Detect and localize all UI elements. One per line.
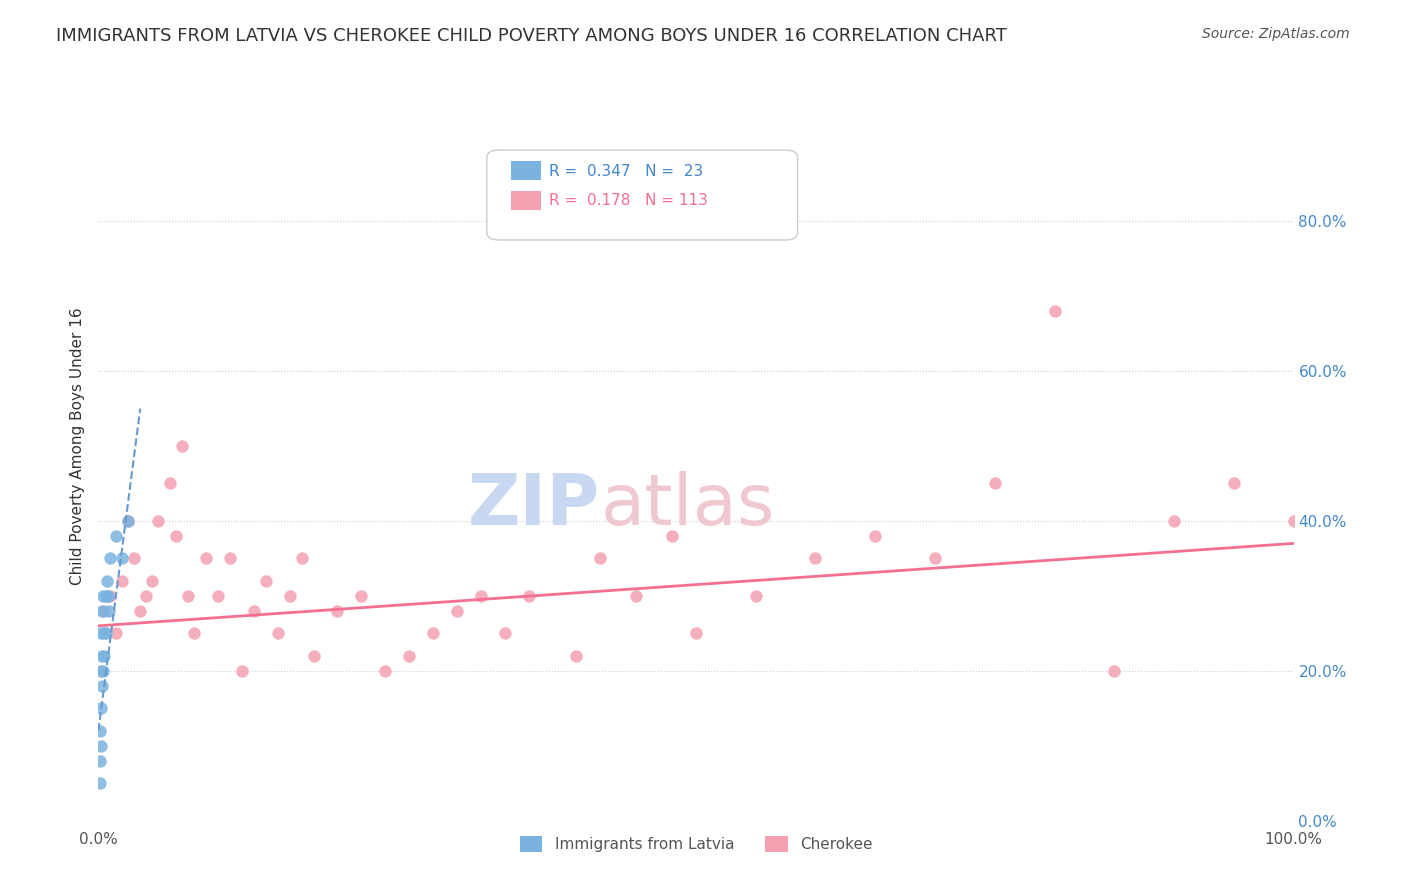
- Point: [93, 604, 115, 618]
- Point: [1223, 476, 1246, 491]
- Point: [165, 529, 187, 543]
- Point: [177, 589, 200, 603]
- Point: [159, 476, 181, 491]
- Point: [94, 589, 117, 603]
- Point: [470, 589, 492, 603]
- Point: [148, 514, 170, 528]
- Point: [243, 604, 266, 618]
- Point: [374, 664, 396, 678]
- Point: [1282, 514, 1305, 528]
- Point: [195, 551, 218, 566]
- Point: [207, 589, 229, 603]
- Text: R =  0.178   N = 113: R = 0.178 N = 113: [548, 194, 707, 209]
- Point: [90, 626, 112, 640]
- Point: [326, 604, 349, 618]
- Point: [661, 529, 683, 543]
- Point: [93, 626, 115, 640]
- Point: [984, 476, 1007, 491]
- Point: [1104, 664, 1126, 678]
- Point: [94, 626, 117, 640]
- Point: [278, 589, 301, 603]
- Text: Source: ZipAtlas.com: Source: ZipAtlas.com: [1202, 27, 1350, 41]
- Point: [91, 589, 114, 603]
- Point: [135, 589, 157, 603]
- Point: [589, 551, 612, 566]
- Point: [141, 574, 163, 588]
- Point: [91, 664, 114, 678]
- Point: [267, 626, 290, 640]
- Point: [90, 739, 112, 753]
- Text: IMMIGRANTS FROM LATVIA VS CHEROKEE CHILD POVERTY AMONG BOYS UNDER 16 CORRELATION: IMMIGRANTS FROM LATVIA VS CHEROKEE CHILD…: [56, 27, 1007, 45]
- Bar: [510, 161, 541, 180]
- Text: R =  0.347   N =  23: R = 0.347 N = 23: [548, 163, 703, 178]
- Point: [91, 679, 114, 693]
- Point: [565, 648, 588, 663]
- Point: [90, 701, 112, 715]
- Point: [865, 529, 887, 543]
- Point: [96, 574, 118, 588]
- FancyBboxPatch shape: [486, 150, 797, 240]
- Point: [254, 574, 277, 588]
- Point: [804, 551, 827, 566]
- Point: [517, 589, 540, 603]
- Point: [685, 626, 707, 640]
- Point: [626, 589, 648, 603]
- Point: [117, 514, 139, 528]
- Legend: Immigrants from Latvia, Cherokee: Immigrants from Latvia, Cherokee: [513, 830, 879, 858]
- Point: [91, 604, 114, 618]
- Point: [183, 626, 205, 640]
- Text: atlas: atlas: [600, 472, 775, 541]
- Point: [291, 551, 314, 566]
- Point: [172, 439, 194, 453]
- Point: [219, 551, 242, 566]
- Text: ZIP: ZIP: [468, 472, 600, 541]
- Point: [105, 626, 128, 640]
- Point: [924, 551, 946, 566]
- Point: [124, 551, 146, 566]
- Point: [98, 589, 122, 603]
- Point: [1163, 514, 1185, 528]
- Point: [98, 551, 122, 566]
- Point: [422, 626, 444, 640]
- Point: [117, 514, 139, 528]
- Bar: [510, 191, 541, 210]
- Point: [350, 589, 373, 603]
- Point: [98, 604, 121, 618]
- Point: [89, 754, 111, 768]
- Point: [1043, 304, 1066, 318]
- Point: [97, 589, 120, 603]
- Point: [89, 723, 111, 738]
- Point: [91, 648, 114, 663]
- Point: [111, 574, 134, 588]
- Point: [745, 589, 768, 603]
- Y-axis label: Child Poverty Among Boys Under 16: Child Poverty Among Boys Under 16: [69, 307, 84, 585]
- Point: [105, 529, 128, 543]
- Point: [302, 648, 325, 663]
- Point: [446, 604, 468, 618]
- Point: [93, 648, 115, 663]
- Point: [398, 648, 420, 663]
- Point: [111, 551, 134, 566]
- Point: [89, 776, 111, 790]
- Point: [129, 604, 152, 618]
- Point: [494, 626, 516, 640]
- Point: [90, 664, 112, 678]
- Point: [231, 664, 253, 678]
